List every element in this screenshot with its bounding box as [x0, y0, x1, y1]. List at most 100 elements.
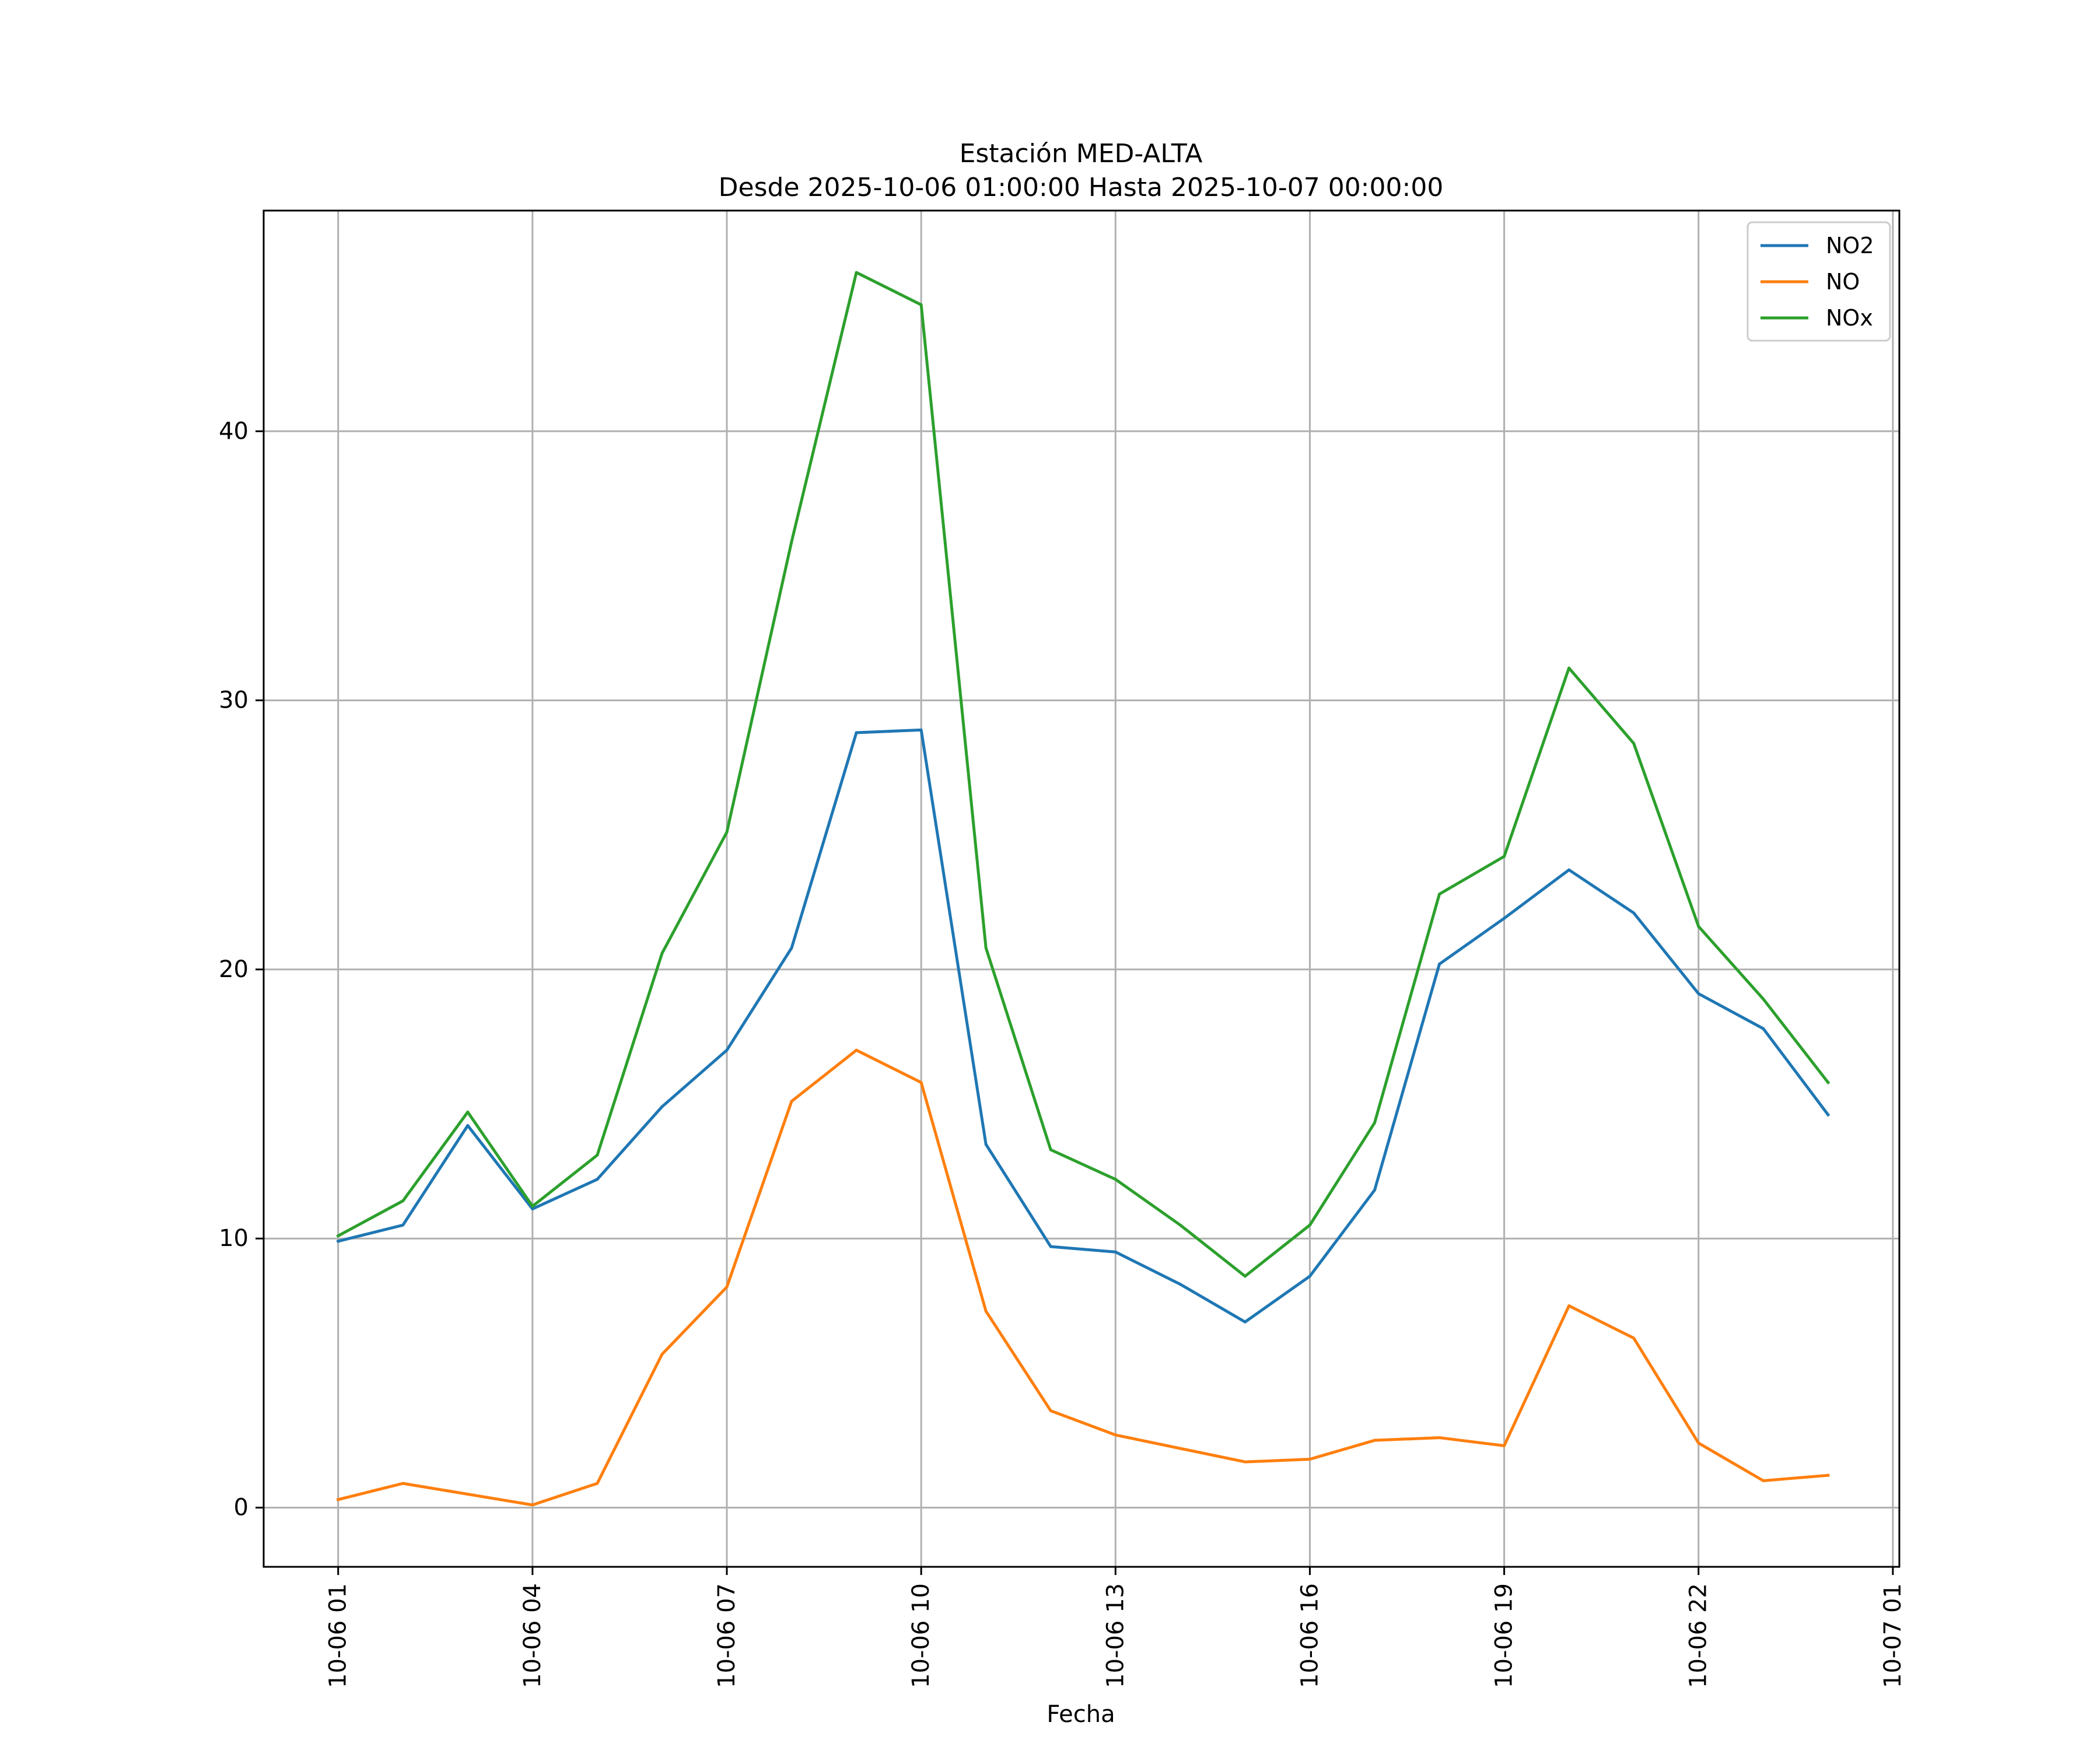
data-point-no2-14 [1178, 1283, 1182, 1286]
data-point-no2-1 [337, 1240, 340, 1243]
data-point-no2-3 [466, 1124, 470, 1127]
data-point-nox-23 [1762, 998, 1765, 1001]
data-point-no-3 [466, 1492, 470, 1496]
y-tick-label-10: 10 [219, 1225, 249, 1252]
data-point-nox-20 [1567, 666, 1571, 670]
x-tick-label-10-06-01: 10-06 01 [325, 1583, 352, 1688]
data-point-no-16 [1308, 1457, 1311, 1461]
series-points-no2 [337, 728, 1830, 1324]
data-point-no2-10 [919, 728, 923, 732]
data-point-no-10 [919, 1081, 923, 1084]
x-tick-label-10-06-19: 10-06 19 [1491, 1583, 1518, 1688]
legend: NO2 NO NOx [1746, 221, 1891, 342]
axis-ticks: 10-06 01 10-06 04 10-06 07 10-06 10 10-06 13… [219, 418, 1906, 1688]
data-point-no2-16 [1308, 1275, 1311, 1278]
data-point-nox-6 [660, 951, 664, 955]
data-point-no2-11 [984, 1143, 988, 1146]
data-point-no-5 [596, 1482, 599, 1485]
data-point-no-8 [790, 1100, 793, 1103]
grid [264, 211, 1899, 1567]
series-points-nox [337, 271, 1830, 1278]
data-point-nox-8 [790, 540, 793, 543]
data-point-no-4 [531, 1503, 534, 1507]
y-tick-label-20: 20 [219, 956, 249, 983]
data-point-nox-9 [855, 271, 858, 274]
data-point-nox-1 [337, 1234, 340, 1238]
data-point-no2-9 [855, 731, 858, 734]
data-point-nox-15 [1243, 1275, 1247, 1278]
data-point-no-17 [1373, 1438, 1376, 1442]
data-point-no2-15 [1243, 1320, 1247, 1324]
data-point-no-7 [725, 1285, 729, 1289]
data-point-no-22 [1697, 1441, 1700, 1445]
data-point-nox-19 [1503, 855, 1506, 858]
data-point-no2-4 [531, 1207, 534, 1210]
legend-label-no: NO [1826, 269, 1860, 295]
chart-title: Estación MED-ALTA [960, 139, 1203, 169]
legend-frame [1746, 221, 1891, 342]
legend-label-nox: NOx [1826, 305, 1873, 331]
x-tick-label-10-06-10: 10-06 10 [908, 1583, 935, 1688]
data-point-no-2 [401, 1482, 405, 1485]
series-line-nox [336, 271, 1831, 1278]
data-point-no2-5 [596, 1178, 599, 1181]
data-point-nox-4 [531, 1205, 534, 1208]
data-point-no2-13 [1114, 1250, 1117, 1254]
data-point-no2-2 [401, 1223, 405, 1227]
data-point-no-12 [1049, 1409, 1052, 1412]
data-point-nox-14 [1178, 1223, 1182, 1227]
data-point-nox-12 [1049, 1148, 1052, 1152]
data-point-nox-22 [1697, 925, 1700, 928]
data-point-no2-24 [1826, 1113, 1830, 1116]
data-point-nox-7 [725, 831, 729, 834]
data-point-no-20 [1567, 1304, 1571, 1308]
data-point-no2-18 [1438, 963, 1441, 966]
data-point-no-1 [337, 1498, 340, 1502]
chart-subtitle: Desde 2025-10-06 01:00:00 Hasta 2025-10-… [719, 173, 1444, 202]
data-point-no2-8 [790, 946, 793, 950]
data-point-nox-16 [1308, 1223, 1311, 1227]
series-lines [336, 271, 1831, 1507]
series-points-no [337, 1048, 1830, 1507]
data-point-nox-13 [1114, 1178, 1117, 1181]
data-point-no2-19 [1503, 916, 1506, 920]
data-point-nox-2 [401, 1199, 405, 1203]
x-tick-label-10-06-07: 10-06 07 [713, 1583, 740, 1688]
data-point-nox-5 [596, 1153, 599, 1157]
y-tick-label-40: 40 [219, 418, 249, 444]
x-tick-label-10-06-16: 10-06 16 [1296, 1583, 1323, 1688]
series-line-no2 [336, 728, 1831, 1324]
data-point-no-19 [1503, 1444, 1506, 1447]
data-point-nox-11 [984, 946, 988, 950]
legend-label-no2: NO2 [1826, 233, 1874, 258]
x-tick-label-10-06-22: 10-06 22 [1685, 1583, 1712, 1688]
data-point-no2-21 [1632, 911, 1636, 915]
data-point-no-18 [1438, 1436, 1441, 1440]
data-point-nox-3 [466, 1110, 470, 1114]
x-axis-label: Fecha [1046, 1701, 1115, 1728]
data-point-no-13 [1114, 1433, 1117, 1437]
x-tick-label-10-06-04: 10-06 04 [519, 1583, 546, 1688]
data-point-no-15 [1243, 1460, 1247, 1464]
plot-area-frame [262, 209, 1901, 1568]
data-point-nox-21 [1632, 741, 1636, 745]
data-point-no2-12 [1049, 1245, 1052, 1248]
data-point-nox-24 [1826, 1081, 1830, 1084]
data-point-no-9 [855, 1048, 858, 1052]
data-point-no2-17 [1373, 1188, 1376, 1192]
data-point-no-14 [1178, 1447, 1182, 1450]
series-line-no [336, 1048, 1830, 1507]
data-point-no2-6 [660, 1105, 664, 1108]
data-point-no-6 [660, 1353, 664, 1356]
data-point-no2-20 [1567, 868, 1571, 872]
data-point-nox-10 [919, 303, 923, 306]
data-point-nox-18 [1438, 892, 1441, 896]
data-point-no2-22 [1697, 992, 1700, 995]
data-point-no-23 [1762, 1479, 1765, 1482]
data-point-no2-23 [1762, 1027, 1765, 1030]
data-point-no2-7 [725, 1048, 729, 1052]
data-point-no-24 [1826, 1474, 1830, 1477]
x-tick-label-10-06-13: 10-06 13 [1102, 1583, 1129, 1688]
y-tick-label-30: 30 [219, 687, 249, 714]
